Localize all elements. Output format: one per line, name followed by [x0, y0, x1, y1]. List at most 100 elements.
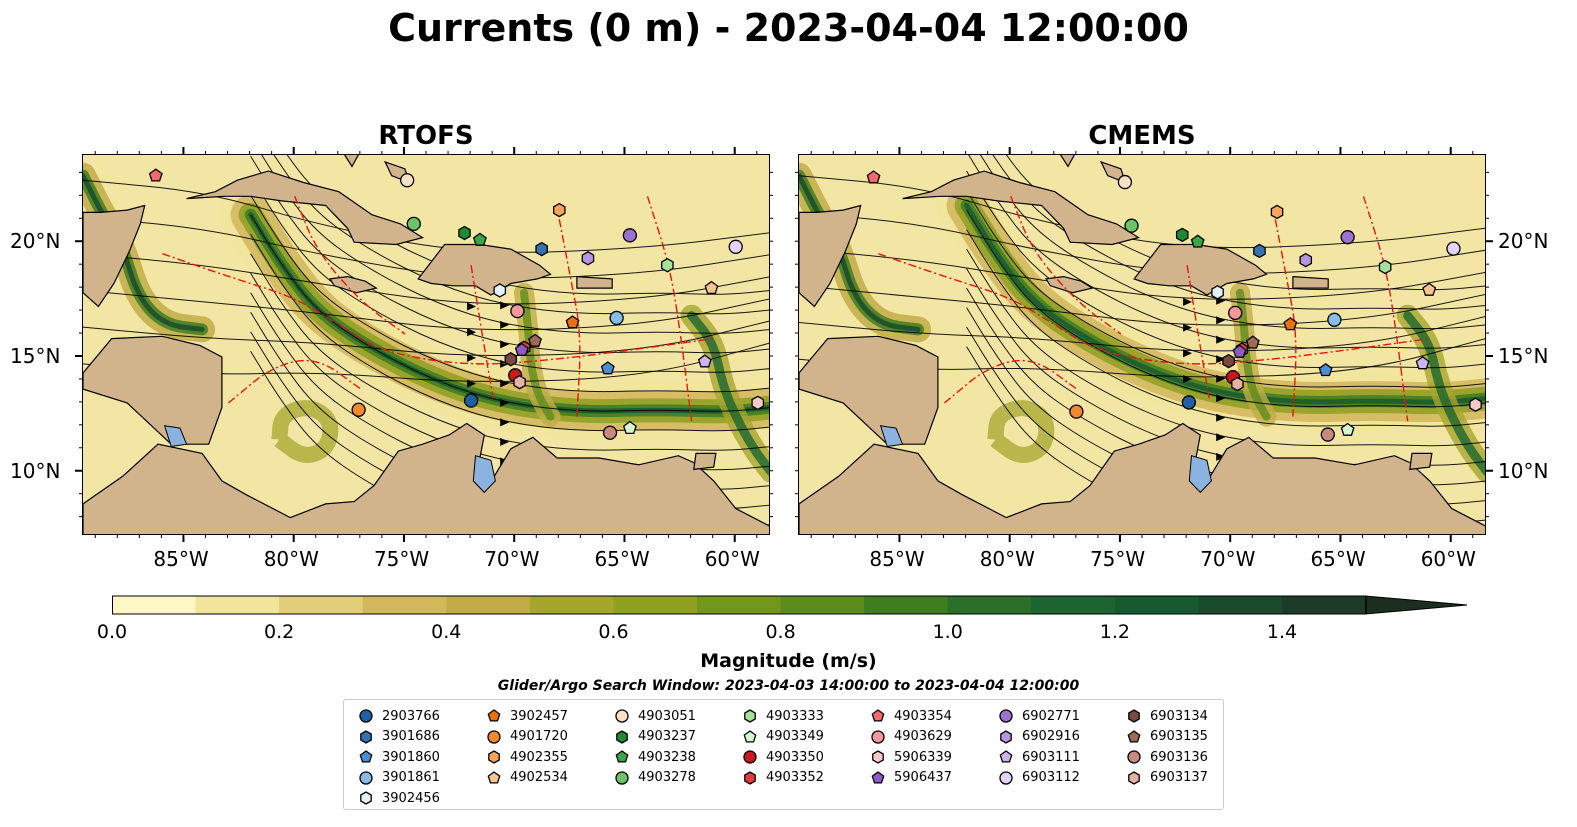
gyre-band: [271, 400, 339, 463]
legend-label: 3901861: [382, 770, 440, 786]
streamline-arrow: [1216, 394, 1226, 403]
float-2903766: [1181, 395, 1197, 410]
east-current-band: [1403, 311, 1485, 476]
streamline-arrow: [467, 302, 477, 311]
colorbar-tick-label: 1.4: [1266, 621, 1298, 643]
lake: [163, 425, 188, 448]
legend-label: 3901686: [382, 729, 440, 745]
y-tick-label: 20°N: [1498, 229, 1549, 254]
float-6903134: [1222, 353, 1235, 369]
map-panel-rtofs[interactable]: [82, 154, 770, 535]
legend-item: 6903111: [998, 747, 1080, 767]
float-3901861: [609, 310, 624, 326]
legend-item: 6903135: [1126, 727, 1208, 747]
legend-marker-hexagon: [360, 729, 372, 744]
streamline: [83, 289, 769, 331]
land-puertoRico: [576, 275, 613, 289]
legend-label: 6902916: [1022, 729, 1080, 745]
legend-marker-shape: [871, 729, 885, 744]
float-6902771: [1340, 230, 1355, 245]
legend-marker-shape: [744, 709, 756, 723]
legend-marker-pentagon: [487, 770, 501, 784]
legend-label: 4903352: [766, 770, 824, 786]
legend-marker-hexagon: [488, 750, 500, 764]
legend-item: 6903136: [1126, 747, 1208, 767]
legend-marker-shape: [615, 771, 629, 785]
legend-label: 5906339: [894, 749, 952, 765]
float-4901720: [1069, 404, 1084, 419]
legend-marker-hexagon: [1128, 709, 1140, 723]
float-5906339: [751, 395, 765, 411]
legend-marker-shape: [871, 770, 885, 784]
legend-label: 4903354: [894, 708, 952, 724]
legend-marker-circle: [743, 750, 757, 764]
legend-item: 4903350: [742, 747, 824, 767]
streamline: [966, 209, 1485, 408]
legend-marker-pentagon: [1127, 729, 1141, 743]
float-3901860: [1318, 362, 1333, 377]
colorbar-segment: [529, 596, 615, 614]
streamline: [250, 175, 769, 373]
x-tick-label: 85°W: [869, 547, 925, 571]
colorbar-segment: [697, 596, 782, 614]
legend-item: 3902456: [358, 788, 440, 808]
legend: 2903766 3901686 3901860 3901861 3902456 39024…: [343, 699, 1224, 810]
float-6902771: [622, 228, 638, 243]
legend-marker-shape: [1128, 709, 1140, 723]
legend-marker-pentagon: [999, 750, 1013, 763]
colorbar-segment: [195, 596, 281, 614]
legend-label: 5906437: [894, 770, 952, 786]
legend-label: 4903237: [638, 729, 696, 745]
legend-marker-circle: [999, 771, 1013, 785]
float-4903238: [472, 232, 487, 246]
float-6902916: [581, 251, 595, 266]
float-6903112: [728, 239, 743, 254]
float-4903278: [406, 216, 421, 232]
float-4903629: [1228, 305, 1243, 321]
legend-marker-shape: [359, 771, 373, 785]
legend-marker-hexagon: [744, 771, 756, 785]
legend-label: 4903349: [766, 729, 824, 745]
legend-marker-shape: [743, 750, 757, 764]
legend-label: 4903629: [894, 729, 952, 745]
colorbar: [112, 595, 1468, 615]
y-tick-label: 15°N: [1498, 343, 1549, 368]
legend-item: 4903352: [742, 768, 824, 788]
legend-marker-shape: [1000, 729, 1012, 744]
figure-title: Currents (0 m) - 2023-04-04 12:00:00: [388, 6, 1189, 50]
colorbar-segment: [112, 596, 197, 614]
colorbar-label: Magnitude (m/s): [700, 650, 877, 672]
legend-marker-pentagon: [871, 770, 885, 784]
legend-marker-shape: [487, 709, 501, 722]
legend-marker-circle: [1127, 750, 1141, 764]
legend-marker-circle: [615, 709, 629, 723]
land-puertoRico: [1292, 275, 1329, 289]
float-4903629: [510, 303, 525, 319]
land-cuba: [902, 170, 1141, 246]
colorbar-extend-arrow: [1365, 595, 1468, 615]
map-panel-cmems[interactable]: [798, 154, 1486, 535]
streamline-arrow: [500, 437, 510, 446]
streamline: [799, 211, 1485, 274]
land-centralAmerica: [799, 335, 939, 445]
map-canvas-rtofs: [83, 155, 769, 534]
x-tick-label: 60°W: [1420, 547, 1476, 571]
legend-label: 4903333: [766, 708, 824, 724]
x-tick-label: 75°W: [1089, 547, 1146, 571]
land-bahamas1: [343, 155, 359, 168]
float-4903237: [1175, 227, 1189, 243]
legend-item: 6902916: [998, 727, 1080, 747]
colorbar-segment: [864, 596, 949, 614]
legend-marker-shape: [360, 729, 372, 744]
streamline: [966, 229, 1485, 427]
legend-label: 4902534: [510, 770, 568, 786]
legend-label: 6903134: [1150, 708, 1208, 724]
float-3901686: [535, 241, 548, 257]
float-4903333: [1378, 259, 1392, 275]
streamline: [250, 214, 769, 412]
streamline-arrow: [1183, 349, 1193, 358]
y-tick-label: 15°N: [10, 343, 61, 368]
legend-marker-shape: [871, 709, 885, 722]
legend-label: 3901860: [382, 749, 440, 765]
legend-marker-shape: [616, 729, 628, 744]
